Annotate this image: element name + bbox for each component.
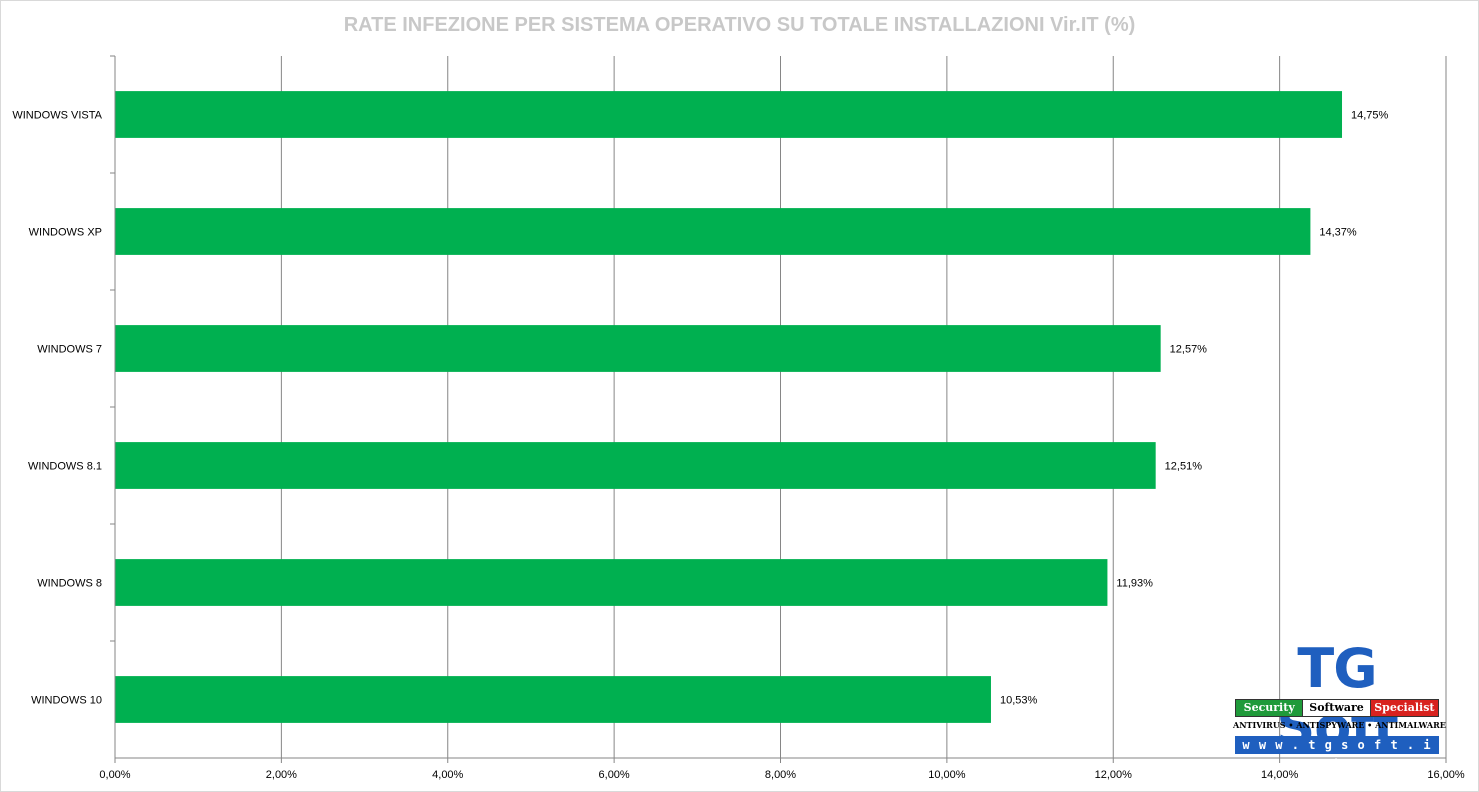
data-label: 11,93%	[1116, 578, 1153, 590]
x-tick-label: 0,00%	[99, 769, 130, 781]
category-label: WINDOWS XP	[29, 227, 102, 239]
x-tick-label: 8,00%	[765, 769, 796, 781]
labels: 0,00% 2,00% 4,00% 6,00% 8,00% 10,00% 12,00% 14,…	[12, 110, 1465, 782]
bars	[115, 91, 1343, 723]
bar	[115, 676, 991, 723]
category-label: WINDOWS 7	[37, 344, 102, 356]
bar	[115, 325, 1161, 372]
gridlines	[280, 56, 1447, 758]
data-label: 10,53%	[1000, 695, 1038, 707]
x-tick-label: 10,00%	[928, 769, 966, 781]
category-label: WINDOWS 8.1	[28, 461, 102, 473]
logo-word-specialist: Specialist	[1370, 700, 1439, 716]
x-tick-label: 4,00%	[432, 769, 463, 781]
x-tick-label: 14,00%	[1261, 769, 1299, 781]
bar	[115, 442, 1156, 489]
category-label: WINDOWS 8	[37, 578, 102, 590]
logo-word-security: Security	[1236, 700, 1303, 716]
bar	[115, 559, 1108, 606]
x-tick-label: 6,00%	[599, 769, 630, 781]
tgsoft-logo: TG Soft Security Software Specialist ANT…	[1233, 640, 1446, 771]
chart-title: RATE INFEZIONE PER SISTEMA OPERATIVO SU …	[343, 14, 1136, 36]
logo-url: w w w . t g s o f t . i t	[1235, 736, 1439, 770]
x-tick-label: 12,00%	[1095, 769, 1133, 781]
data-label: 14,37%	[1319, 227, 1357, 239]
data-label: 14,75%	[1351, 110, 1389, 122]
x-tick-label: 2,00%	[266, 769, 297, 781]
category-label: WINDOWS VISTA	[12, 110, 102, 122]
bar	[115, 91, 1343, 138]
logo-tagline: ANTIVIRUS • ANTISPYWARE • ANTIMALWARE	[1233, 720, 1446, 730]
category-label: WINDOWS 10	[31, 695, 102, 707]
x-tick-label: 16,00%	[1427, 769, 1465, 781]
data-label: 12,51%	[1165, 461, 1203, 473]
axes	[110, 55, 1447, 763]
logo-word-software: Software	[1302, 700, 1371, 716]
bar	[115, 208, 1311, 255]
logo-strip: Security Software Specialist	[1235, 699, 1439, 717]
data-label: 12,57%	[1170, 344, 1208, 356]
